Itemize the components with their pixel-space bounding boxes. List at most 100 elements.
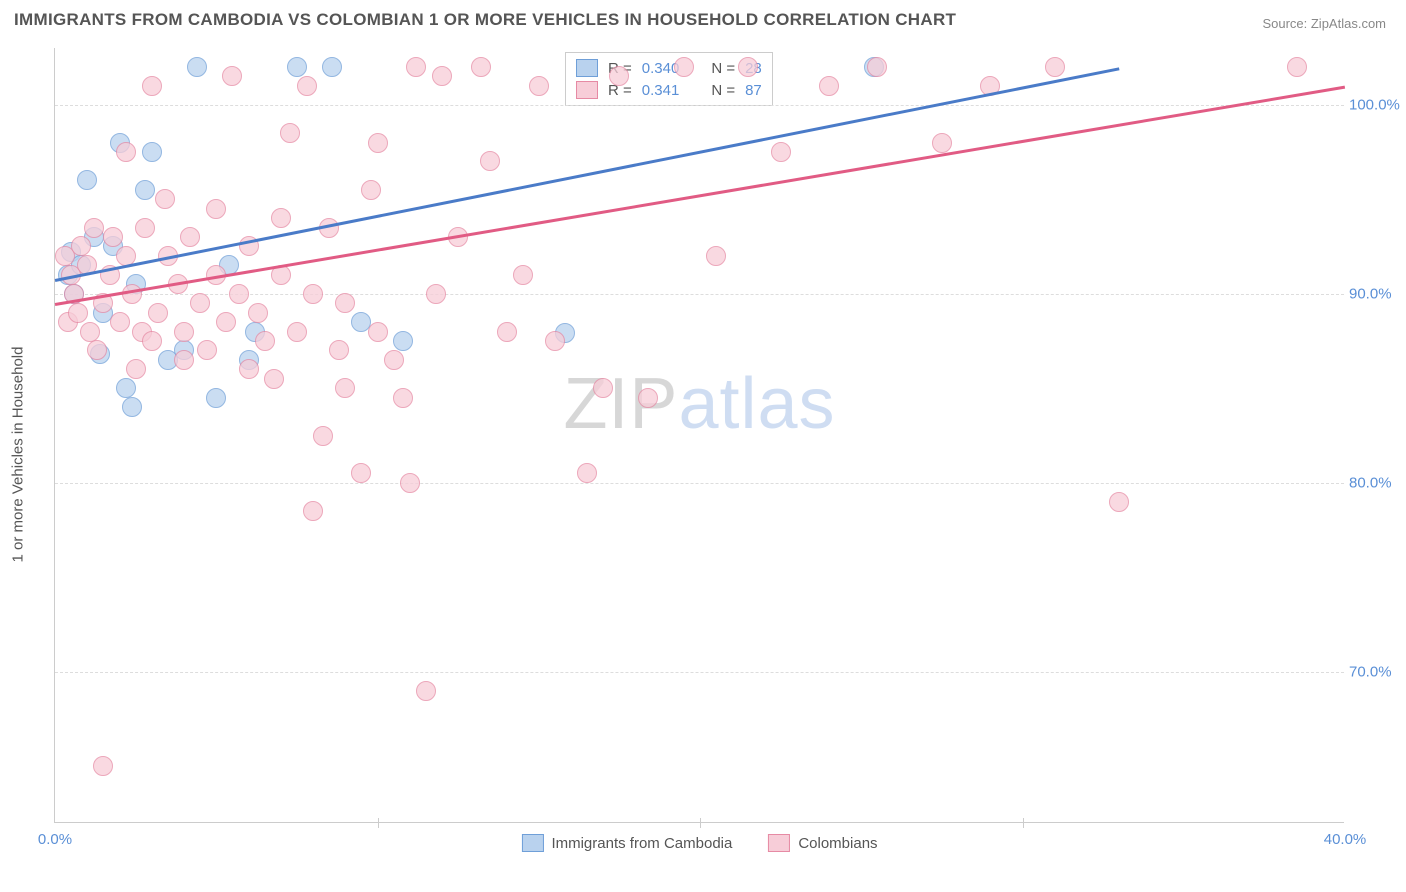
scatter-point [216, 312, 236, 332]
legend-swatch [576, 59, 598, 77]
scatter-point [287, 57, 307, 77]
scatter-point [867, 57, 887, 77]
scatter-point [593, 378, 613, 398]
scatter-point [529, 76, 549, 96]
series-legend: Immigrants from Cambodia Colombians [521, 834, 877, 852]
scatter-point [280, 123, 300, 143]
scatter-point [497, 322, 517, 342]
scatter-point [368, 133, 388, 153]
legend-swatch [521, 834, 543, 852]
legend-n-label: N = [711, 82, 735, 99]
scatter-point [187, 57, 207, 77]
trend-line [55, 86, 1345, 306]
scatter-point [116, 142, 136, 162]
scatter-point [80, 322, 100, 342]
scatter-point [432, 66, 452, 86]
legend-row: R =0.341N =87 [576, 79, 762, 101]
y-tick-label: 100.0% [1349, 96, 1406, 113]
legend-swatch [576, 81, 598, 99]
scatter-point [116, 378, 136, 398]
scatter-point [229, 284, 249, 304]
scatter-point [84, 218, 104, 238]
legend-r-value: 0.341 [642, 82, 680, 99]
scatter-point [155, 189, 175, 209]
scatter-point [545, 331, 565, 351]
bottom-legend-label: Immigrants from Cambodia [551, 835, 732, 852]
scatter-point [577, 463, 597, 483]
scatter-point [335, 293, 355, 313]
gridline-horizontal [55, 672, 1344, 673]
scatter-point [135, 218, 155, 238]
scatter-point [180, 227, 200, 247]
y-tick-label: 90.0% [1349, 285, 1406, 302]
x-tick [1023, 818, 1024, 828]
y-axis-label: 1 or more Vehicles in Household [10, 347, 27, 563]
scatter-point [77, 170, 97, 190]
scatter-point [255, 331, 275, 351]
scatter-point [248, 303, 268, 323]
watermark-zip: ZIP [563, 364, 678, 444]
scatter-point [303, 284, 323, 304]
scatter-point [303, 501, 323, 521]
scatter-point [68, 303, 88, 323]
scatter-point [1109, 492, 1129, 512]
scatter-point [197, 340, 217, 360]
scatter-point [393, 388, 413, 408]
scatter-point [406, 57, 426, 77]
scatter-point [135, 180, 155, 200]
watermark-atlas: atlas [678, 364, 835, 444]
scatter-point [103, 227, 123, 247]
legend-row: R =0.340N =28 [576, 57, 762, 79]
scatter-point [1045, 57, 1065, 77]
scatter-point [368, 322, 388, 342]
scatter-point [819, 76, 839, 96]
scatter-point [471, 57, 491, 77]
scatter-point [609, 66, 629, 86]
scatter-point [93, 756, 113, 776]
legend-n-value: 87 [745, 82, 762, 99]
scatter-point [206, 388, 226, 408]
legend-swatch [768, 834, 790, 852]
scatter-point [513, 265, 533, 285]
y-tick-label: 70.0% [1349, 663, 1406, 680]
scatter-point [335, 378, 355, 398]
scatter-point [87, 340, 107, 360]
scatter-point [426, 284, 446, 304]
scatter-point [1287, 57, 1307, 77]
x-tick [378, 818, 379, 828]
scatter-point [142, 142, 162, 162]
scatter-point [287, 322, 307, 342]
scatter-point [206, 199, 226, 219]
scatter-point [932, 133, 952, 153]
scatter-point [674, 57, 694, 77]
bottom-legend-label: Colombians [798, 835, 877, 852]
scatter-point [239, 359, 259, 379]
watermark: ZIPatlas [563, 363, 835, 445]
scatter-point [174, 350, 194, 370]
scatter-point [313, 426, 333, 446]
scatter-point [480, 151, 500, 171]
x-tick-label: 40.0% [1324, 831, 1367, 848]
scatter-point [264, 369, 284, 389]
scatter-point [351, 463, 371, 483]
scatter-point [222, 66, 242, 86]
legend-n-label: N = [711, 60, 735, 77]
x-tick-label: 0.0% [38, 831, 72, 848]
scatter-point [110, 312, 130, 332]
scatter-point [361, 180, 381, 200]
plot-area: ZIPatlas R =0.340N =28R =0.341N =87 Immi… [54, 48, 1344, 823]
scatter-point [322, 57, 342, 77]
scatter-point [400, 473, 420, 493]
scatter-point [706, 246, 726, 266]
scatter-point [393, 331, 413, 351]
source-attribution: Source: ZipAtlas.com [1262, 16, 1386, 31]
scatter-point [126, 359, 146, 379]
scatter-point [771, 142, 791, 162]
scatter-point [142, 331, 162, 351]
scatter-point [190, 293, 210, 313]
scatter-point [174, 322, 194, 342]
chart-title: IMMIGRANTS FROM CAMBODIA VS COLOMBIAN 1 … [14, 10, 956, 30]
scatter-point [638, 388, 658, 408]
bottom-legend-item: Colombians [768, 834, 877, 852]
scatter-point [329, 340, 349, 360]
